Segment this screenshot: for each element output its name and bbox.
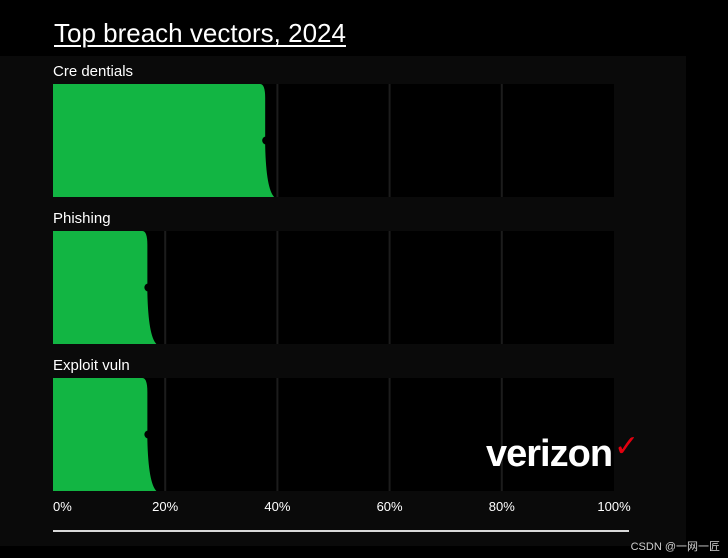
chart-title: Top breach vectors, 2024: [54, 18, 346, 48]
bottom-rule: [53, 530, 629, 532]
x-tick-label: 40%: [264, 499, 290, 514]
category-label: Cre dentials: [53, 63, 133, 80]
x-tick-label: 100%: [597, 499, 631, 514]
watermark: CSDN @一网一匠: [630, 541, 720, 553]
bar: [53, 84, 275, 197]
x-tick-label: 20%: [152, 499, 178, 514]
bar: [53, 378, 157, 491]
x-tick-label: 80%: [489, 499, 515, 514]
bar-value-marker: [144, 283, 153, 292]
bar-value-marker: [144, 430, 153, 439]
x-tick-label: 60%: [377, 499, 403, 514]
bar-value-marker: [262, 136, 271, 145]
x-tick-label: 0%: [53, 499, 72, 514]
category-label: Phishing: [53, 210, 111, 227]
logo-check-icon: ✓: [614, 430, 639, 463]
category-label: Exploit vuln: [53, 357, 130, 374]
bar: [53, 231, 157, 344]
logo-wordmark: verizon: [486, 433, 613, 475]
verizon-logo: verizon✓: [486, 430, 639, 481]
